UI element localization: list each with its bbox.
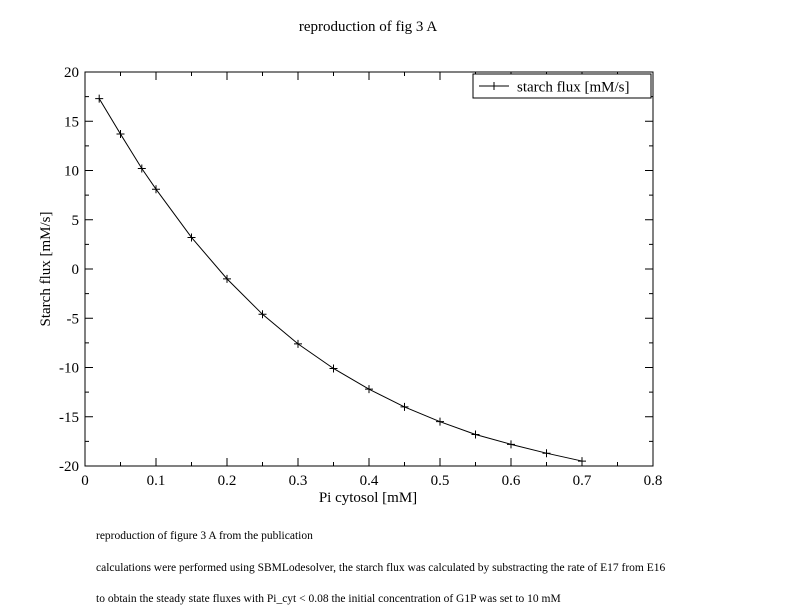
x-axis-label: Pi cytosol [mM] [319, 490, 417, 506]
legend: starch flux [mM/s] [472, 73, 652, 99]
series-layer [95, 94, 586, 466]
caption-line: calculations were performed using SBMLod… [96, 561, 666, 574]
axis-ticks [84, 71, 654, 467]
y-tick-label: 10 [64, 164, 79, 180]
data-point-marker [116, 130, 125, 139]
y-tick-label: 20 [64, 65, 79, 81]
x-tick-label: 0.1 [147, 473, 166, 489]
data-point-marker [95, 94, 104, 103]
data-point-marker [578, 457, 586, 466]
data-point-marker [365, 385, 373, 394]
y-tick-label: -15 [59, 410, 79, 426]
data-point-marker [471, 430, 480, 439]
data-point-marker [542, 449, 551, 458]
caption-line: to obtain the steady state fluxes with P… [96, 593, 561, 605]
caption: reproduction of figure 3 A from the publ… [96, 510, 665, 615]
data-point-marker [436, 417, 444, 426]
x-tick-label: 0 [81, 473, 89, 489]
x-tick-label: 0.5 [431, 473, 450, 489]
data-point-marker [223, 274, 231, 283]
plot-frame [84, 71, 654, 467]
y-tick-label: 5 [72, 213, 80, 229]
data-point-marker [294, 339, 302, 348]
y-axis-label: Starch flux [mM/s] [38, 212, 54, 327]
x-tick-label: 0.3 [289, 473, 308, 489]
data-point-marker [152, 185, 160, 194]
y-tick-label: -20 [59, 459, 79, 475]
x-tick-label: 0.8 [644, 473, 663, 489]
data-point-marker [329, 364, 338, 373]
axis-tick-labels: 0 0.1 0.2 0.3 0.4 0.5 0.6 0.7 0.8 20 15 10 5 0 -5 -10 -1… [59, 65, 662, 489]
y-tick-label: -10 [59, 361, 79, 377]
data-point-marker [400, 402, 409, 411]
data-point-marker [258, 310, 267, 319]
caption-line: reproduction of figure 3 A from the publ… [96, 530, 313, 542]
data-point-marker [507, 440, 515, 449]
y-tick-label: 0 [72, 262, 80, 278]
legend-label: starch flux [mM/s] [517, 80, 629, 96]
x-tick-label: 0.4 [360, 473, 379, 489]
data-point-marker [187, 233, 196, 242]
x-tick-label: 0.7 [573, 473, 592, 489]
y-tick-label: -5 [67, 311, 80, 327]
y-tick-label: 15 [64, 114, 79, 130]
data-point-marker [137, 164, 146, 173]
chart-title: reproduction of fig 3 A [299, 19, 437, 35]
legend-marker [490, 82, 498, 90]
x-tick-label: 0.2 [218, 473, 237, 489]
x-tick-label: 0.6 [502, 473, 521, 489]
series-line [98, 98, 583, 462]
